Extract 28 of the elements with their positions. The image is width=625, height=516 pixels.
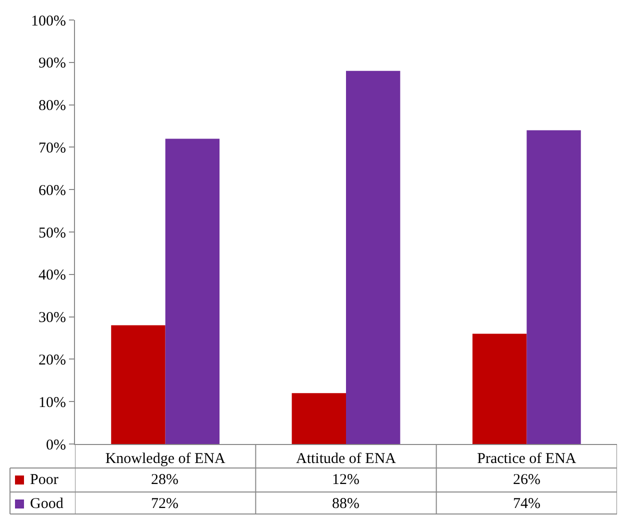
y-tick-label: 100% xyxy=(31,13,66,30)
bar xyxy=(472,334,527,444)
bar xyxy=(111,325,166,444)
text: 12% xyxy=(332,472,360,488)
y-tick-label: 30% xyxy=(38,310,66,326)
legend-label: Good xyxy=(30,496,64,512)
legend-label: Poor xyxy=(30,472,58,488)
x-tick-label: Attitude of ENA xyxy=(296,451,396,467)
bar xyxy=(346,70,400,444)
bar xyxy=(526,130,581,444)
y-tick-label: 60% xyxy=(38,182,66,199)
y-tick-label: 90% xyxy=(38,56,66,72)
text: 28% xyxy=(151,472,178,488)
text: 74% xyxy=(513,496,540,512)
bar xyxy=(292,393,346,444)
text: 88% xyxy=(332,496,360,512)
text: 72% xyxy=(151,496,178,512)
y-tick-label: 20% xyxy=(38,352,66,368)
x-tick-label: Knowledge of ENA xyxy=(105,451,226,467)
y-tick-label: 70% xyxy=(38,140,66,156)
y-tick-label: 50% xyxy=(38,225,66,242)
x-tick-label: Practice of ENA xyxy=(477,451,576,467)
y-tick-label: 80% xyxy=(38,98,66,114)
y-tick-label: 40% xyxy=(38,268,66,284)
y-tick-label: 0% xyxy=(46,437,66,454)
y-tick-label: 10% xyxy=(38,394,66,411)
text: 26% xyxy=(513,472,540,488)
bar xyxy=(165,138,220,444)
